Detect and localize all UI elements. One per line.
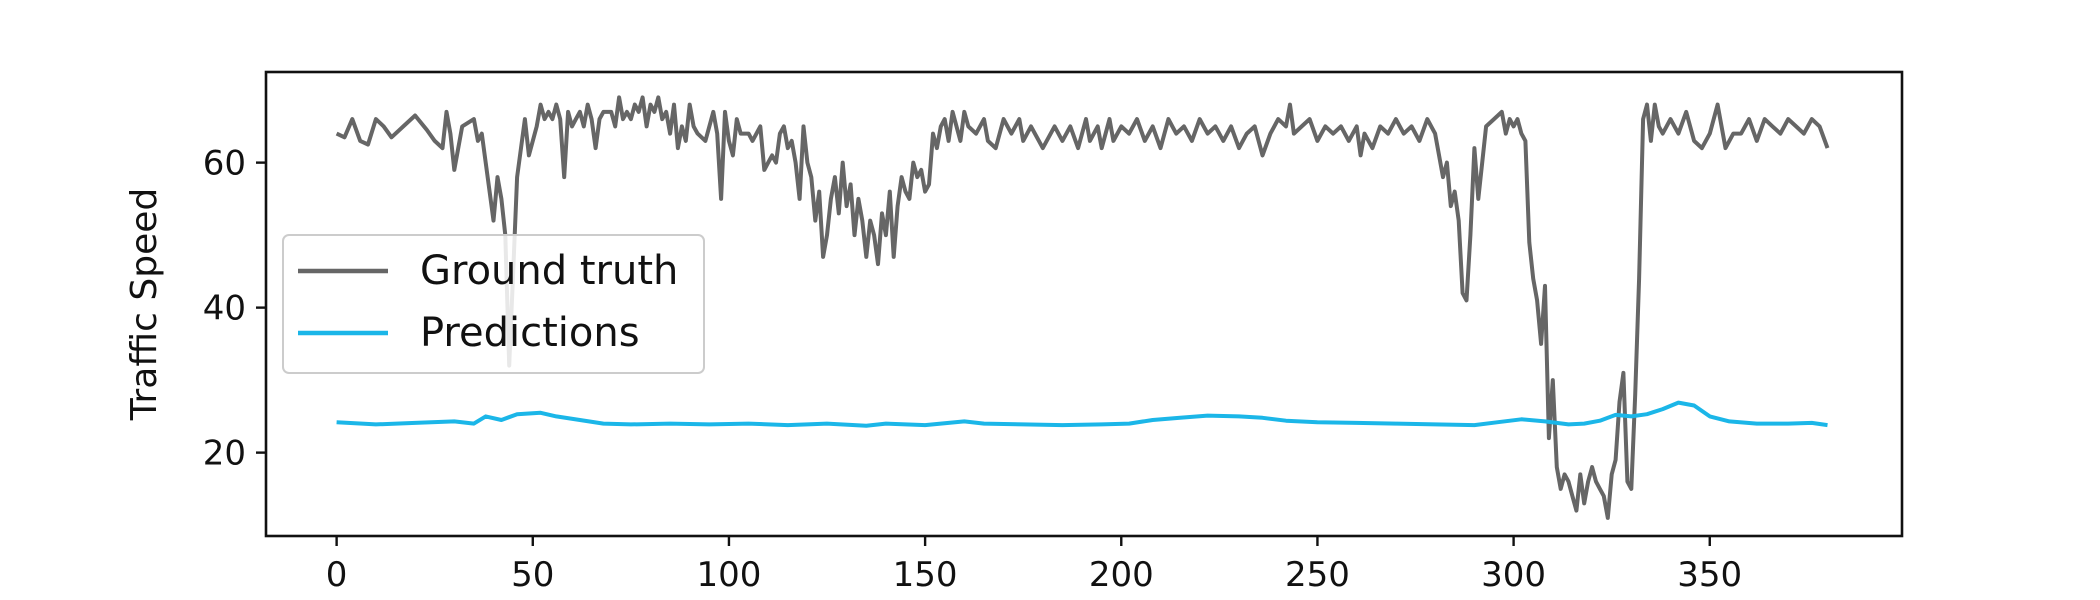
legend-label-ground-truth: Ground truth [420,248,678,294]
series-line-ground-truth [335,95,1830,520]
y-tick-label: 20 [203,434,246,474]
legend-box [282,234,705,374]
x-tick-label: 0 [326,555,348,595]
x-tick-label: 200 [1089,555,1154,595]
y-axis: 20 40 60 [203,144,266,474]
series-layer [335,95,1830,520]
x-tick-label: 350 [1677,555,1742,595]
series-line-predictions [336,400,1828,428]
legend-label-predictions: Predictions [420,310,640,356]
x-tick-label: 250 [1285,555,1350,595]
plot-frame [264,70,1904,538]
x-tick-label: 300 [1481,555,1546,595]
y-axis-label: Traffic Speed [124,188,165,421]
legend: Ground truth Predictions [282,234,705,374]
x-axis: 0 50 100 150 200 250 300 350 [326,536,1742,595]
x-tick-label: 150 [893,555,958,595]
x-tick-label: 100 [696,555,761,595]
x-tick-label: 50 [511,555,554,595]
y-tick-label: 40 [203,289,246,329]
y-tick-label: 60 [203,144,246,184]
